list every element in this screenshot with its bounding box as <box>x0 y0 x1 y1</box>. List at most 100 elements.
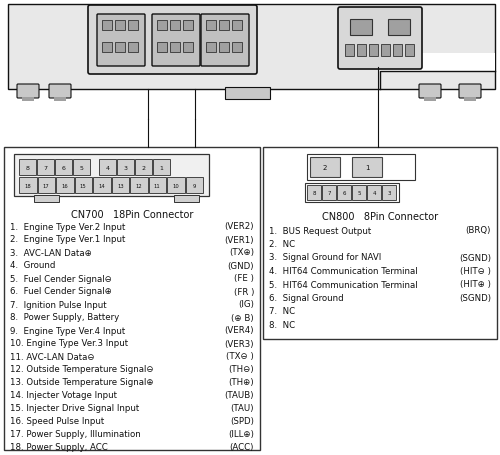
Text: 6.  Fuel Cender Signal⊕: 6. Fuel Cender Signal⊕ <box>10 287 112 296</box>
Bar <box>388 20 410 36</box>
Text: (FE ): (FE ) <box>234 274 254 283</box>
Text: CN700   18Pin Connector: CN700 18Pin Connector <box>71 210 193 219</box>
Text: 18. Power Supply, ACC: 18. Power Supply, ACC <box>10 443 108 451</box>
Bar <box>56 177 74 193</box>
Text: (ILL⊕): (ILL⊕) <box>228 430 254 439</box>
Bar <box>99 160 116 176</box>
Text: (VER1): (VER1) <box>224 235 254 244</box>
Bar <box>464 98 476 102</box>
Bar <box>19 160 36 176</box>
Bar <box>381 45 390 57</box>
Text: 5.  HIT64 Communication Terminal: 5. HIT64 Communication Terminal <box>269 280 418 289</box>
Bar <box>174 196 199 202</box>
Bar <box>157 21 167 31</box>
Text: 6: 6 <box>342 191 346 196</box>
Text: 13. Outside Temperature Signal⊕: 13. Outside Temperature Signal⊕ <box>10 378 154 387</box>
Bar <box>393 45 402 57</box>
Bar <box>102 21 112 31</box>
Bar <box>73 160 90 176</box>
Text: 5: 5 <box>80 165 84 170</box>
Bar <box>186 177 203 193</box>
Bar <box>130 177 148 193</box>
Bar <box>102 43 112 53</box>
Text: 4: 4 <box>372 191 376 196</box>
Text: CN800   8Pin Connector: CN800 8Pin Connector <box>322 212 438 222</box>
Bar <box>352 186 366 201</box>
Text: (TX⊖ ): (TX⊖ ) <box>226 352 254 361</box>
Bar <box>219 43 229 53</box>
Text: 1.  Engine Type Ver.2 Input: 1. Engine Type Ver.2 Input <box>10 222 126 231</box>
Text: (VER2): (VER2) <box>224 222 254 231</box>
Bar <box>117 160 134 176</box>
Text: 1: 1 <box>365 165 369 171</box>
Text: 12. Outside Temperature Signal⊖: 12. Outside Temperature Signal⊖ <box>10 365 154 374</box>
Bar <box>352 157 382 177</box>
Text: 4: 4 <box>106 165 110 170</box>
Bar <box>153 160 170 176</box>
Text: (FR ): (FR ) <box>234 287 254 296</box>
Text: 12: 12 <box>136 183 142 188</box>
Bar <box>8 5 495 90</box>
Bar <box>55 160 72 176</box>
Bar <box>112 177 129 193</box>
Text: 6: 6 <box>62 165 66 170</box>
Bar <box>4 148 260 450</box>
Text: (TAUB): (TAUB) <box>224 391 254 399</box>
Bar <box>307 186 321 201</box>
Text: (⊕ B): (⊕ B) <box>232 313 254 322</box>
Text: 1.  BUS Request Output: 1. BUS Request Output <box>269 226 371 235</box>
Bar <box>225 88 270 100</box>
Text: 17. Power Supply, Illumination: 17. Power Supply, Illumination <box>10 430 141 439</box>
Bar <box>148 177 166 193</box>
Bar <box>22 98 34 102</box>
Text: 8.  Power Supply, Battery: 8. Power Supply, Battery <box>10 313 120 322</box>
Text: 8.  NC: 8. NC <box>269 320 295 329</box>
Text: 7: 7 <box>44 165 48 170</box>
Bar <box>322 186 336 201</box>
Text: 14. Injecter Votage Input: 14. Injecter Votage Input <box>10 391 117 399</box>
Bar <box>405 45 414 57</box>
Text: 16: 16 <box>62 183 68 188</box>
Bar <box>115 21 125 31</box>
FancyBboxPatch shape <box>152 15 200 67</box>
Text: 2: 2 <box>323 165 327 171</box>
Bar <box>183 21 193 31</box>
FancyBboxPatch shape <box>419 85 441 99</box>
Text: 10. Engine Type Ver.3 Input: 10. Engine Type Ver.3 Input <box>10 339 128 348</box>
Text: (GND): (GND) <box>228 261 254 270</box>
Bar <box>350 20 372 36</box>
Text: (HIT⊕ ): (HIT⊕ ) <box>460 280 491 289</box>
Text: 5: 5 <box>357 191 361 196</box>
Bar <box>183 43 193 53</box>
Text: (IG): (IG) <box>238 300 254 309</box>
Bar <box>128 21 138 31</box>
Text: 11: 11 <box>154 183 160 188</box>
Bar <box>135 160 152 176</box>
Bar <box>14 155 209 197</box>
Bar <box>37 160 54 176</box>
Text: (SGND): (SGND) <box>459 253 491 262</box>
Bar <box>310 157 340 177</box>
Text: (SPD): (SPD) <box>230 417 254 425</box>
Text: (VER4): (VER4) <box>224 326 254 335</box>
Text: 9.  Engine Type Ver.4 Input: 9. Engine Type Ver.4 Input <box>10 326 125 335</box>
Text: (ACC): (ACC) <box>230 443 254 451</box>
FancyBboxPatch shape <box>17 85 39 99</box>
Bar <box>219 21 229 31</box>
Bar <box>34 196 59 202</box>
FancyBboxPatch shape <box>97 15 145 67</box>
Text: 6.  Signal Ground: 6. Signal Ground <box>269 293 344 302</box>
FancyBboxPatch shape <box>201 15 249 67</box>
Bar <box>263 148 497 339</box>
Text: 1: 1 <box>160 165 164 170</box>
Bar <box>128 43 138 53</box>
Bar <box>367 186 381 201</box>
Text: 8: 8 <box>312 191 316 196</box>
Bar <box>369 45 378 57</box>
Bar <box>232 21 242 31</box>
Text: 2: 2 <box>142 165 146 170</box>
Text: 7.  Ignition Pulse Input: 7. Ignition Pulse Input <box>10 300 106 309</box>
Bar <box>170 43 180 53</box>
Text: 3.  Signal Ground for NAVI: 3. Signal Ground for NAVI <box>269 253 382 262</box>
Text: 8: 8 <box>26 165 30 170</box>
